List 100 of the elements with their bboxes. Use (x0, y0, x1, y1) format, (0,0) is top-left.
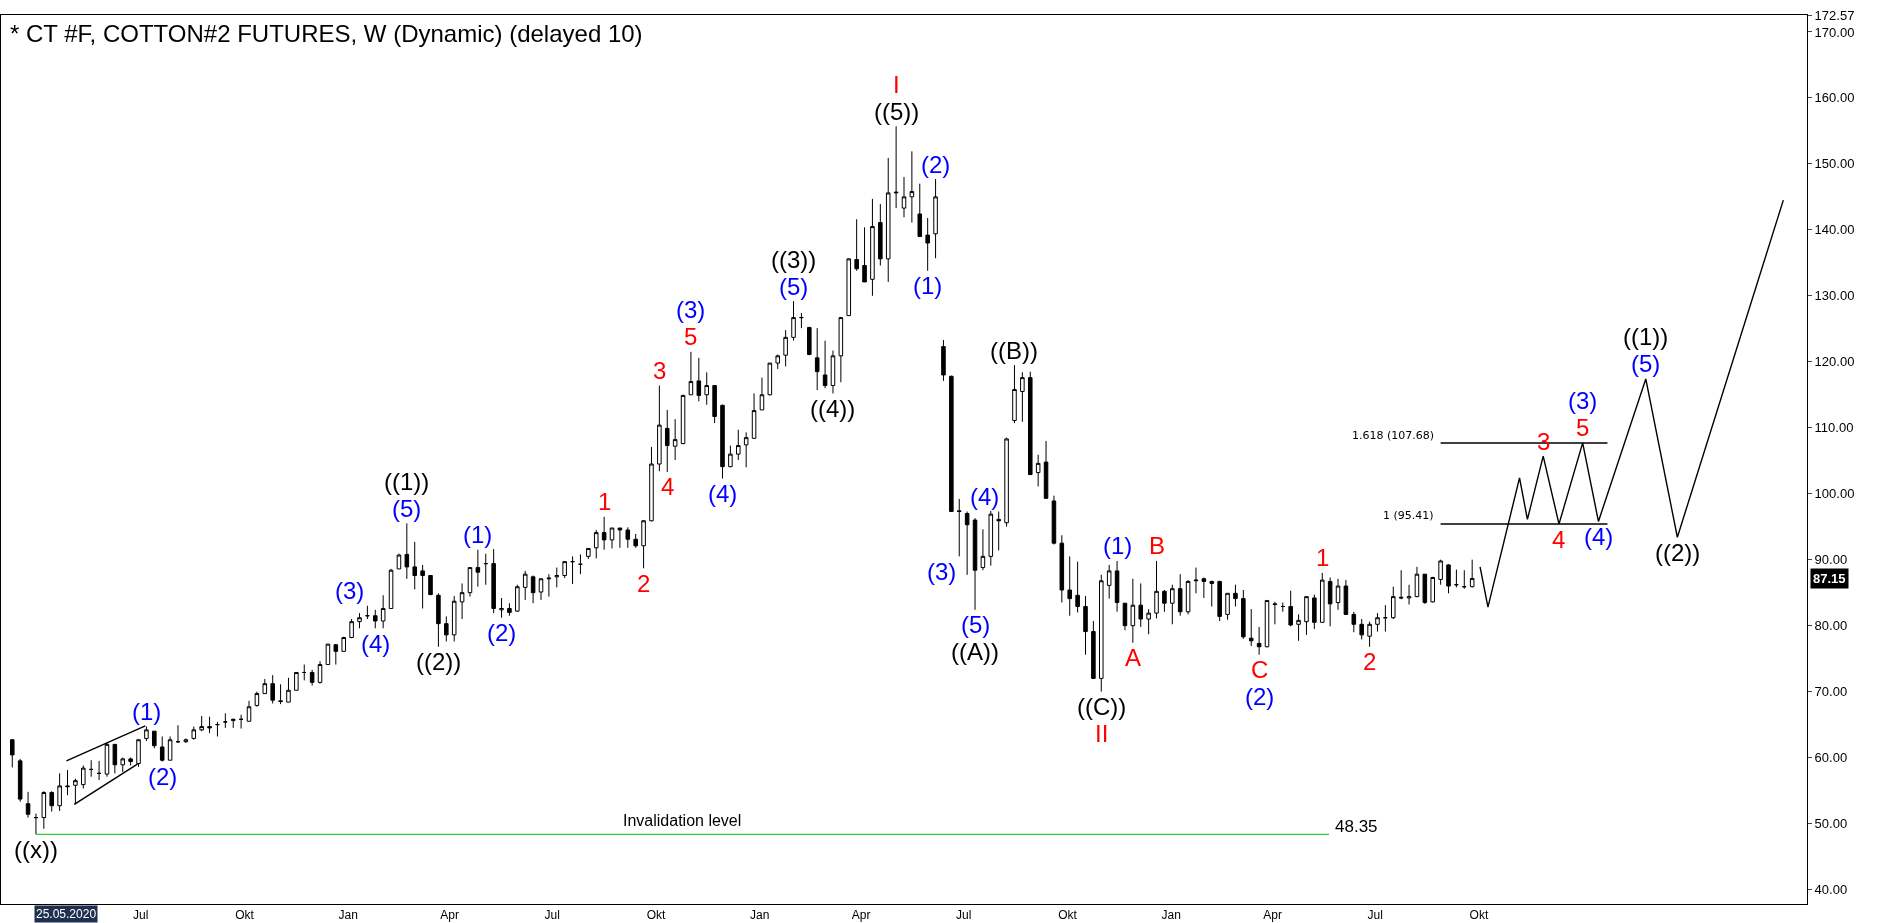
candlestick (475, 549, 481, 588)
candlestick (862, 226, 867, 283)
x-tick-label: Jul (133, 908, 149, 923)
candlestick (294, 671, 299, 691)
x-tick-label: Jul (1367, 908, 1383, 923)
candlestick (830, 350, 836, 394)
candlestick (1051, 495, 1057, 545)
y-tick-label: 130.00 (1814, 288, 1855, 304)
candlestick (941, 339, 946, 382)
candlestick (625, 526, 631, 549)
candlestick (301, 664, 307, 681)
candlestick (467, 567, 473, 598)
candlestick (878, 203, 883, 266)
candlestick (1359, 618, 1364, 640)
annotation: ((C)) (1077, 693, 1127, 720)
x-tick-label: Okt (235, 908, 255, 923)
candlestick (1390, 586, 1396, 620)
candlestick (712, 385, 717, 424)
candlestick (152, 730, 157, 749)
candlestick (925, 217, 930, 272)
candlestick (230, 718, 236, 729)
candlestick (191, 726, 197, 741)
candlestick (1438, 559, 1443, 586)
candlestick (270, 674, 275, 704)
candlestick (1209, 580, 1215, 607)
annotation: ((4)) (810, 395, 856, 422)
candlestick (736, 429, 741, 461)
candlestick (1138, 582, 1144, 628)
annotation: ((3)) (771, 246, 817, 273)
candlestick (1083, 595, 1088, 656)
candlestick (1067, 555, 1072, 617)
candlestick (57, 772, 62, 812)
candlestick (617, 527, 623, 549)
candlestick (1335, 578, 1341, 611)
candlestick (522, 570, 528, 601)
candlestick (672, 418, 678, 461)
candlestick (207, 716, 212, 734)
candlestick (885, 157, 891, 283)
x-tick-label: Jul (956, 908, 972, 923)
annotation: (5) (392, 495, 422, 522)
candlestick (972, 517, 978, 611)
candlestick (1319, 572, 1325, 623)
candlestick (420, 564, 425, 609)
annotation: (3) (676, 296, 706, 323)
candlestick (1430, 576, 1435, 604)
candlestick (1130, 578, 1136, 644)
annotation: ((1)) (1623, 323, 1669, 350)
candlestick (1406, 584, 1412, 606)
candlestick (1248, 608, 1254, 647)
candlestick (1367, 621, 1372, 648)
candlestick (1272, 601, 1278, 625)
annotation: (4) (708, 480, 738, 507)
candlestick (199, 715, 204, 731)
candlestick (81, 764, 86, 790)
candlestick (1162, 589, 1167, 613)
candlestick (696, 357, 702, 402)
candlestick (1312, 594, 1317, 630)
candlestick (215, 721, 220, 737)
candlestick (1114, 560, 1120, 613)
chart-title: * CT #F, COTTON#2 FUTURES, W (Dynamic) (delayed 10) (10, 20, 643, 48)
candlestick (128, 758, 133, 766)
x-tick-label: Okt (1058, 908, 1078, 923)
candlestick (562, 560, 567, 579)
annotation: B (1149, 532, 1166, 559)
candlestick (980, 528, 986, 571)
candlestick (1454, 569, 1459, 588)
data-label: 48.35 (1335, 817, 1378, 836)
candlestick (49, 790, 55, 813)
candlestick (609, 527, 615, 549)
candlestick (1256, 626, 1262, 656)
candlestick (499, 597, 504, 619)
candlestick (1027, 371, 1033, 476)
candlestick (1075, 561, 1080, 613)
candlestick (956, 498, 962, 557)
annotation: II (1095, 720, 1109, 747)
candlestick (704, 371, 709, 406)
candlestick (775, 354, 781, 370)
candlestick (846, 257, 852, 317)
annotation: 87.15 (1813, 571, 1846, 586)
candlestick (949, 375, 954, 513)
candlestick (933, 178, 938, 259)
candlestick (451, 595, 457, 642)
annotation: (4) (361, 630, 391, 657)
candlestick (144, 726, 149, 742)
y-tick-label: 170.00 (1814, 24, 1855, 40)
candlestick (554, 567, 560, 588)
candlestick (664, 409, 670, 473)
candlestick (1241, 589, 1246, 640)
annotation: 2 (637, 570, 651, 597)
candlestick (1446, 563, 1451, 594)
annotation: 4 (1552, 526, 1566, 553)
annotation: 3 (653, 357, 667, 384)
candlestick (238, 714, 244, 730)
candlestick (751, 392, 757, 440)
candlestick (633, 533, 638, 549)
candlestick (743, 431, 749, 468)
candlestick (657, 385, 662, 472)
candlestick (286, 677, 291, 703)
candlestick (649, 446, 654, 522)
candlestick (41, 790, 47, 830)
